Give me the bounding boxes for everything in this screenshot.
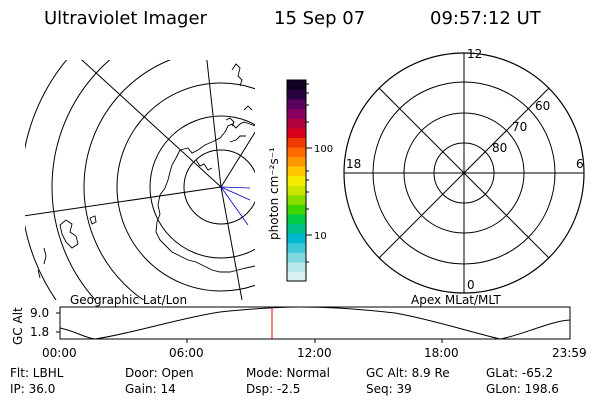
info-glat: GLat: -65.2: [486, 366, 553, 380]
colorbar-segment: [287, 127, 306, 138]
right-panel-label: Apex MLat/MLT: [411, 293, 501, 307]
geographic-map: [25, 60, 255, 300]
colorbar-segment: [287, 185, 306, 196]
colorbar-unit-label: photon cm⁻²s⁻¹: [267, 147, 281, 240]
colorbar-segment: [287, 214, 306, 225]
header-date: 15 Sep 07: [274, 8, 365, 29]
magnetic-grid: [220, 186, 251, 226]
colorbar-segment: [287, 223, 306, 234]
colorbar-segment: [287, 147, 306, 158]
altitude-xtick-2359: 23:59: [552, 346, 587, 360]
altitude-plot-frame: [59, 306, 571, 340]
mlat-label-70: 70: [512, 120, 527, 134]
altitude-ylabel: GC Alt: [11, 307, 25, 345]
colorbar-tick-label-100: 100: [314, 144, 333, 155]
mlt-label-12: 12: [467, 47, 482, 61]
instrument-title: Ultraviolet Imager: [44, 8, 208, 29]
left-panel-label: Geographic Lat/Lon: [70, 293, 187, 307]
longitude-lines: [25, 60, 255, 300]
info-flt: Flt: LBHL: [10, 366, 64, 380]
colorbar: 100 10 photon cm⁻²s⁻¹: [267, 79, 333, 282]
info-gc-alt: GC Alt: 8.9 Re: [366, 366, 450, 380]
colorbar-segment: [287, 271, 306, 282]
mlat-label-80: 80: [492, 141, 507, 155]
altitude-ytick-9: 9.0: [30, 306, 49, 320]
altitude-plot: 9.0 1.8 GC Alt 00:00 06:00 12:00 18:00 2…: [11, 306, 587, 360]
colorbar-segment: [287, 137, 306, 148]
colorbar-segment: [287, 194, 306, 205]
mlt-label-6: 6: [576, 157, 584, 171]
info-door: Door: Open: [125, 366, 194, 380]
colorbar-segment: [287, 261, 306, 272]
magnetic-polar-grid: [343, 52, 585, 294]
colorbar-segment: [287, 175, 306, 186]
mlat-label-60: 60: [535, 99, 550, 113]
altitude-ytick-1-8: 1.8: [30, 325, 49, 339]
altitude-curve: [59, 306, 571, 340]
colorbar-segment: [287, 108, 306, 119]
info-gain: Gain: 14: [125, 382, 176, 396]
mlt-label-0: 0: [467, 278, 475, 292]
info-glon: GLon: 198.6: [486, 382, 559, 396]
colorbar-segment: [287, 156, 306, 167]
coastline: [37, 63, 255, 279]
colorbar-segment: [287, 89, 306, 100]
colorbar-segment: [287, 166, 306, 177]
altitude-xtick-0600: 06:00: [169, 346, 204, 360]
colorbar-segment: [287, 242, 306, 253]
altitude-xtick-1800: 18:00: [424, 346, 459, 360]
colorbar-segment: [287, 204, 306, 215]
colorbar-segment: [287, 99, 306, 110]
info-ip: IP: 36.0: [10, 382, 55, 396]
altitude-xtick-1200: 12:00: [297, 346, 332, 360]
info-block: Flt: LBHL IP: 36.0 Door: Open Gain: 14 M…: [10, 366, 559, 396]
colorbar-segments: [287, 80, 306, 282]
info-seq: Seq: 39: [366, 382, 412, 396]
colorbar-segment: [287, 80, 306, 91]
colorbar-segment: [287, 118, 306, 129]
altitude-xtick-0000: 00:00: [42, 346, 77, 360]
colorbar-segment: [287, 233, 306, 244]
colorbar-segment: [287, 252, 306, 263]
info-mode: Mode: Normal: [246, 366, 330, 380]
info-dsp: Dsp: -2.5: [246, 382, 300, 396]
colorbar-tick-label-10: 10: [314, 231, 327, 242]
latitude-circles: [25, 60, 255, 300]
header-time: 09:57:12 UT: [430, 8, 542, 29]
mlt-label-18: 18: [346, 157, 361, 171]
